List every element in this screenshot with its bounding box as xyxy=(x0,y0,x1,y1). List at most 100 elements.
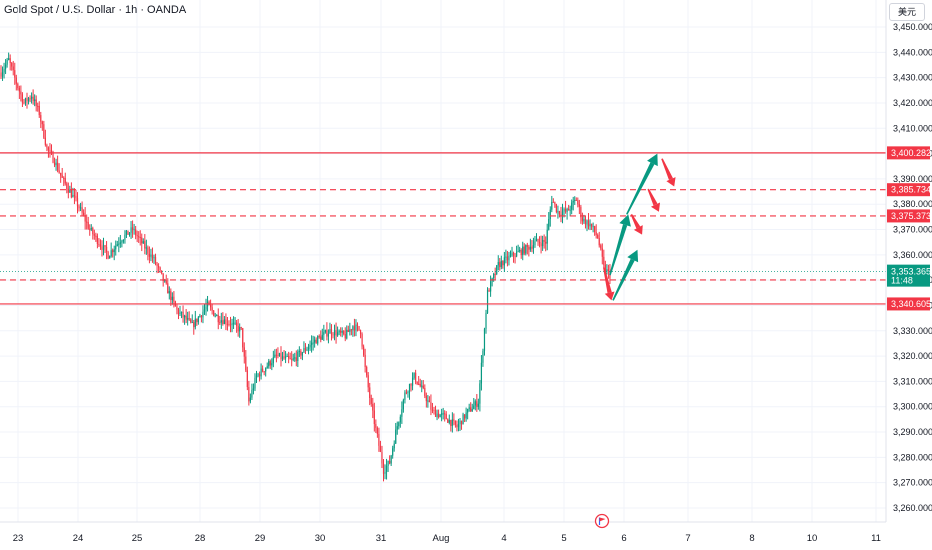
candle-body xyxy=(490,281,492,292)
forecast-arrow-up[interactable] xyxy=(609,214,631,276)
candle-body xyxy=(184,315,186,318)
x-tick-label: 23 xyxy=(13,533,24,544)
candle-body xyxy=(229,324,232,326)
candle-body xyxy=(107,251,109,259)
candle-body xyxy=(75,196,77,198)
candle-body xyxy=(359,330,362,335)
candle-body xyxy=(122,239,124,242)
candle-body xyxy=(330,329,333,335)
y-tick-label: 3,440.000 xyxy=(893,47,932,57)
candle-body xyxy=(156,263,158,266)
candle-body xyxy=(471,409,473,412)
y-tick-label: 3,320.000 xyxy=(893,351,932,361)
candle-body xyxy=(300,350,302,356)
candle-body xyxy=(425,395,427,402)
candle-body xyxy=(57,162,59,171)
candle-body xyxy=(413,372,415,378)
candle-body xyxy=(53,162,56,166)
candle-body xyxy=(6,59,8,65)
candle-body xyxy=(232,322,235,324)
y-tick-label: 3,360.000 xyxy=(893,250,932,260)
flag-icon[interactable] xyxy=(594,513,610,529)
candle-body xyxy=(512,252,515,256)
candle-body xyxy=(589,223,591,227)
candle-body xyxy=(415,372,417,382)
candle-body xyxy=(151,254,154,259)
y-tick-label: 3,300.000 xyxy=(893,402,932,412)
candle-body xyxy=(422,385,424,388)
candle-body xyxy=(102,245,105,250)
candle-body xyxy=(72,195,74,198)
candle-body xyxy=(306,349,308,351)
candle-body xyxy=(162,273,164,281)
candle-body xyxy=(363,346,365,355)
candle-body xyxy=(401,409,403,417)
candle-body xyxy=(606,269,608,272)
candle-body xyxy=(408,383,411,393)
candle-body xyxy=(49,150,51,152)
candle-body xyxy=(294,357,296,359)
candle-body xyxy=(457,424,460,428)
candle-body xyxy=(310,342,313,345)
forecast-arrow-down[interactable] xyxy=(661,158,676,187)
candle-body xyxy=(528,246,530,250)
candle-body xyxy=(79,207,82,209)
candle-body xyxy=(269,361,271,366)
currency-button[interactable]: 美元 xyxy=(889,3,925,21)
candle-body xyxy=(84,215,86,222)
candle-body xyxy=(135,229,137,236)
candle-body xyxy=(81,207,83,213)
candle-body xyxy=(566,208,568,212)
candle-body xyxy=(442,413,444,415)
candle-body xyxy=(411,377,414,386)
time-axis: 23 24 25 28 29 30 31 Aug 4 5 6 7 8 10 11 xyxy=(13,533,881,544)
candle-body xyxy=(8,58,10,60)
forecast-arrow-down[interactable] xyxy=(603,267,615,301)
candle-body xyxy=(502,260,504,266)
candle-body xyxy=(23,102,25,104)
forecast-arrow-up[interactable] xyxy=(612,249,639,301)
candle-body xyxy=(275,354,277,356)
candle-body xyxy=(251,389,253,398)
candle-body xyxy=(430,402,432,410)
candle-body xyxy=(52,152,54,163)
candle-body xyxy=(594,226,596,233)
candle-body xyxy=(66,183,68,189)
candle-body xyxy=(349,329,351,332)
candle-body xyxy=(564,208,567,212)
candle-body xyxy=(578,204,580,207)
forecast-arrow-down[interactable] xyxy=(647,188,661,212)
candle-body xyxy=(242,328,244,348)
candle-body xyxy=(376,427,378,434)
candle-body xyxy=(157,265,160,268)
candle-body xyxy=(557,211,559,213)
forecast-arrow-down[interactable] xyxy=(630,213,643,235)
candle-body xyxy=(448,420,450,423)
candle-body xyxy=(142,241,144,244)
candle-body xyxy=(95,235,97,237)
candle-body xyxy=(574,199,576,201)
candle-body xyxy=(372,403,374,411)
candle-body xyxy=(511,252,513,256)
candle-body xyxy=(203,309,206,312)
candle-body xyxy=(387,460,389,466)
forecast-arrow-up[interactable] xyxy=(626,153,658,215)
candle-body xyxy=(480,362,483,384)
candle-body xyxy=(21,94,24,103)
candle-body xyxy=(364,354,366,368)
candle-body xyxy=(318,336,320,338)
candle-body xyxy=(70,189,72,198)
candle-body xyxy=(390,455,392,464)
candle-body xyxy=(1,72,4,77)
price-level-tag xyxy=(887,297,930,311)
candle-body xyxy=(237,325,239,332)
candle-body xyxy=(223,319,225,324)
candle-body xyxy=(262,368,264,372)
chart-title: Gold Spot / U.S. Dollar · 1h · OANDA xyxy=(4,4,187,16)
candle-body xyxy=(295,357,297,361)
candle-body xyxy=(393,443,395,449)
candle-body xyxy=(353,326,356,331)
candle-body xyxy=(326,330,328,337)
candle-body xyxy=(485,313,487,329)
